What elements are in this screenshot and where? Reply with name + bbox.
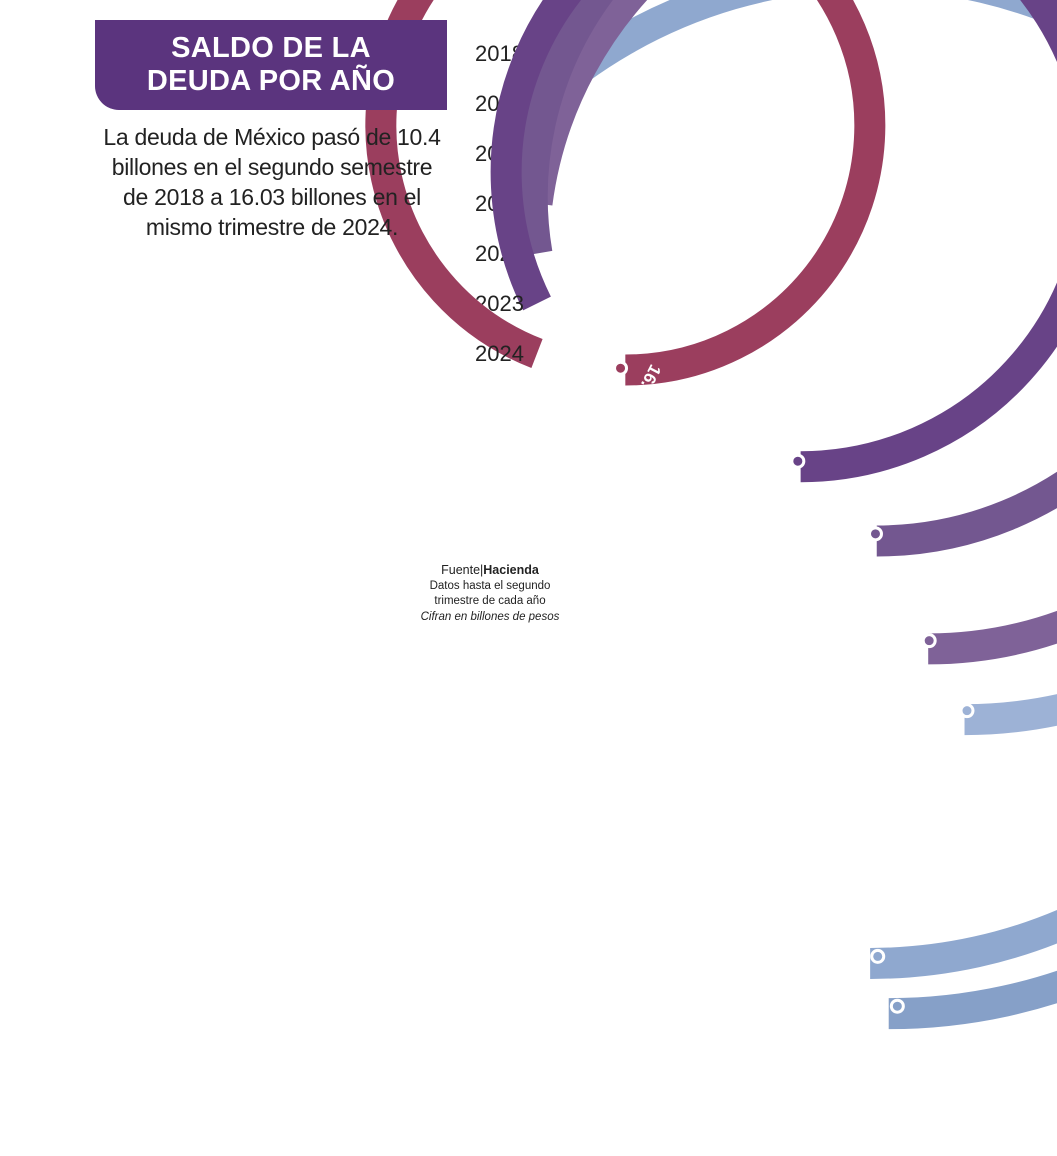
subtitle: La deuda de México pasó de 10.4 billones… <box>92 122 452 242</box>
source-prefix: Fuente <box>441 563 481 577</box>
arc-end-marker-2021 <box>921 633 937 649</box>
arc-2023 <box>490 0 1057 483</box>
source-note: Fuente|Hacienda Datos hasta el segundo t… <box>380 561 600 626</box>
arc-2021 <box>521 0 1057 665</box>
title-line-1: SALDO DE LA <box>171 32 371 64</box>
title-box: SALDO DE LA DEUDA POR AÑO <box>95 20 447 110</box>
subtitle-line-3: de 2018 a 16.03 billones en el <box>123 184 421 210</box>
arc-end-marker-2023 <box>790 453 806 469</box>
value-label-2021: 12.4 <box>902 676 939 702</box>
value-label-2019: 10.5 <box>813 977 848 1015</box>
arc-2019 <box>526 0 1057 979</box>
units-note: Cifran en billones de pesos <box>420 611 560 623</box>
arc-2020 <box>522 0 1057 736</box>
arc-end-marker-2022 <box>867 526 883 542</box>
arc-end-marker-2019 <box>870 948 886 964</box>
arc-end-marker-2018 <box>889 998 905 1014</box>
value-label-2022: 13.2 <box>864 566 898 587</box>
title-line-2: DEUDA POR AÑO <box>146 65 396 97</box>
subtitle-line-2: billones en el segundo semestre <box>111 154 433 180</box>
year-label-2024: 2024 <box>475 341 524 366</box>
subtitle-line-1: La deuda de México pasó de 10.4 <box>103 124 441 150</box>
subtitle-line-4: mismo trimestre de 2024. <box>145 214 399 240</box>
source-line: Fuente|Hacienda <box>441 563 539 577</box>
arc-2018 <box>527 0 1057 1030</box>
arc-end-marker-2020 <box>959 703 975 719</box>
value-label-2023: 14.0 <box>794 480 832 509</box>
note-line-2: trimestre de cada año <box>434 595 546 607</box>
value-label-2018: 10.4 <box>826 1029 861 1067</box>
source-name: Hacienda <box>483 563 539 577</box>
arc-2024 <box>365 0 886 386</box>
note-line-1: Datos hasta el segundo <box>429 580 551 592</box>
arc-end-marker-2024 <box>613 360 629 376</box>
value-label-2020: 12.0 <box>931 749 969 779</box>
